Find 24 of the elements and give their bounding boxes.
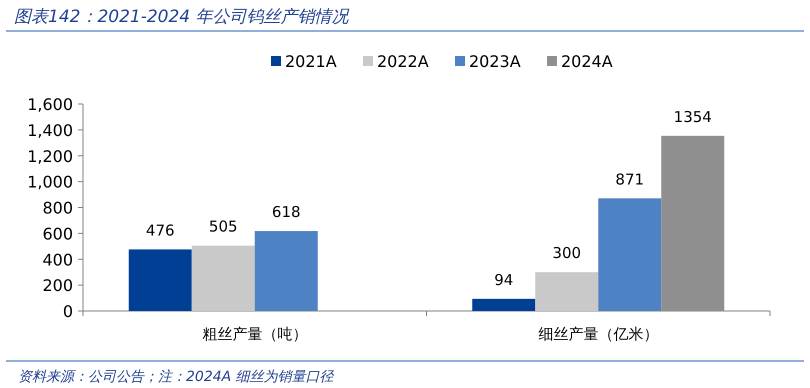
- ytick: 1,200: [27, 146, 73, 166]
- xtick: 粗丝产量（吨）: [202, 325, 308, 343]
- xtick: 细丝产量（亿米）: [538, 325, 658, 343]
- title: 图表142：2021-2024 年公司钨丝产销情况: [14, 7, 349, 27]
- legend-label: 2022A: [377, 52, 429, 71]
- legend-label: 2024A: [561, 52, 613, 71]
- ytick: 1,600: [27, 95, 73, 114]
- data-label: 505: [208, 218, 238, 236]
- ytick: 1,400: [27, 120, 73, 140]
- ytick: 0: [62, 302, 73, 321]
- ytick: 600: [42, 224, 73, 244]
- ytick: 200: [42, 276, 73, 296]
- annotation: 资料来源：公司公告；注：2024A 细丝为销量口径: [18, 369, 334, 385]
- data-label: 300: [552, 244, 582, 262]
- data-label: 1354: [674, 108, 712, 126]
- ytick: 800: [42, 198, 73, 218]
- ytick: 1,000: [27, 172, 73, 192]
- legend-label: 2021A: [285, 52, 337, 71]
- data-label: 618: [272, 203, 301, 222]
- data-label: 94: [494, 270, 514, 289]
- data-label: 476: [146, 221, 175, 240]
- ytick: 400: [42, 250, 73, 270]
- data-label: 871: [615, 170, 644, 188]
- legend-label: 2023A: [469, 52, 521, 71]
